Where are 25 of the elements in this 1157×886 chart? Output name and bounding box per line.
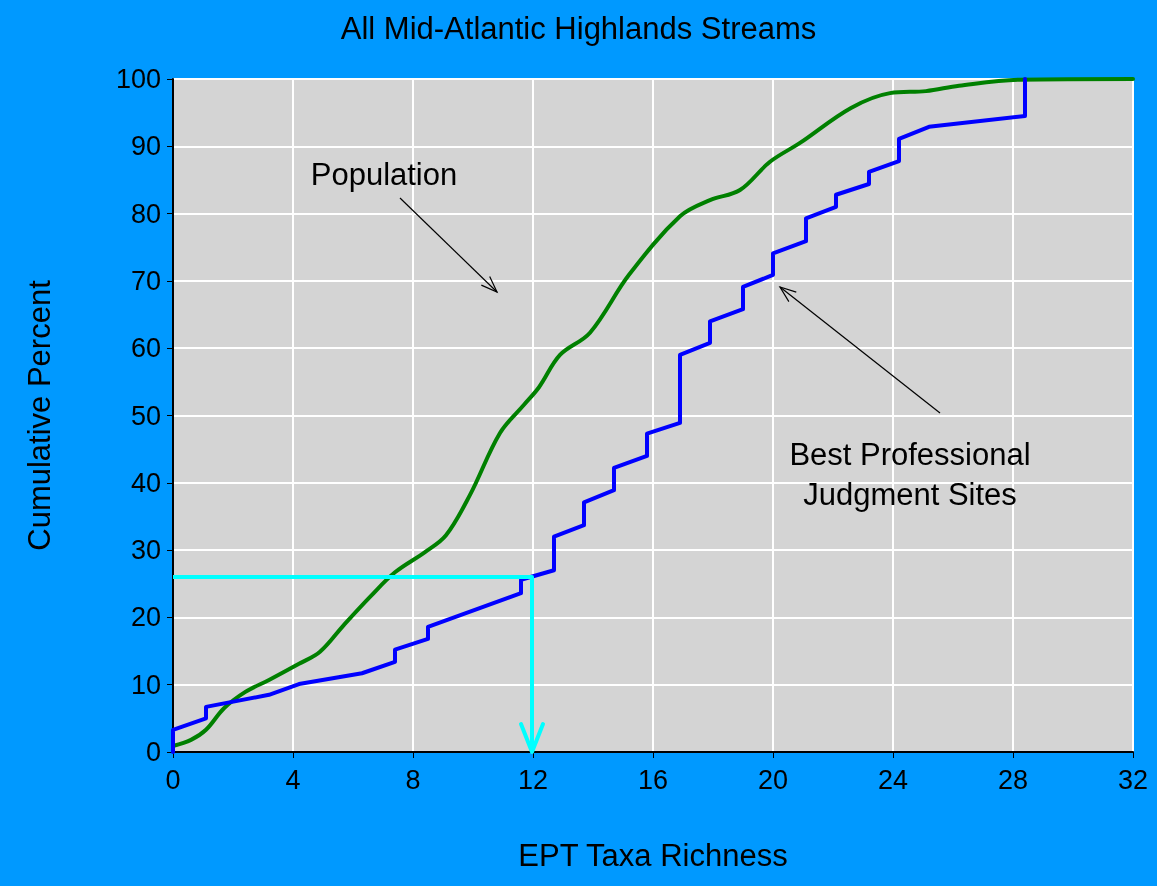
y-tick-label: 100 — [115, 64, 161, 94]
x-tick-label: 0 — [165, 764, 181, 795]
y-tick-label: 0 — [145, 737, 161, 767]
x-tick-label: 12 — [517, 764, 549, 795]
y-tick-label: 10 — [130, 669, 161, 700]
y-tick-label: 50 — [130, 400, 161, 431]
annotation: Population — [310, 156, 458, 194]
y-tick-label: 60 — [130, 333, 161, 364]
y-axis-title: Cumulative Percent — [22, 279, 57, 551]
chart-title: All Mid-Atlantic Highlands Streams — [340, 11, 817, 46]
x-tick-label: 32 — [1117, 764, 1149, 795]
annotation: Best Professional Judgment Sites — [788, 436, 1032, 514]
y-tick-label: 80 — [130, 198, 161, 229]
y-tick-label: 20 — [130, 602, 161, 633]
y-tick-label: 90 — [130, 131, 161, 162]
y-tick-label: 30 — [130, 535, 161, 566]
x-tick-label: 16 — [637, 764, 669, 795]
x-tick-label: 28 — [997, 764, 1029, 795]
x-tick-label: 20 — [757, 764, 789, 795]
x-tick-label: 24 — [877, 764, 909, 795]
y-tick-label: 40 — [130, 467, 161, 498]
x-tick-label: 4 — [285, 764, 301, 795]
x-axis-title: EPT Taxa Richness — [518, 838, 788, 873]
x-tick-label: 8 — [405, 764, 421, 795]
y-tick-label: 70 — [130, 265, 161, 296]
